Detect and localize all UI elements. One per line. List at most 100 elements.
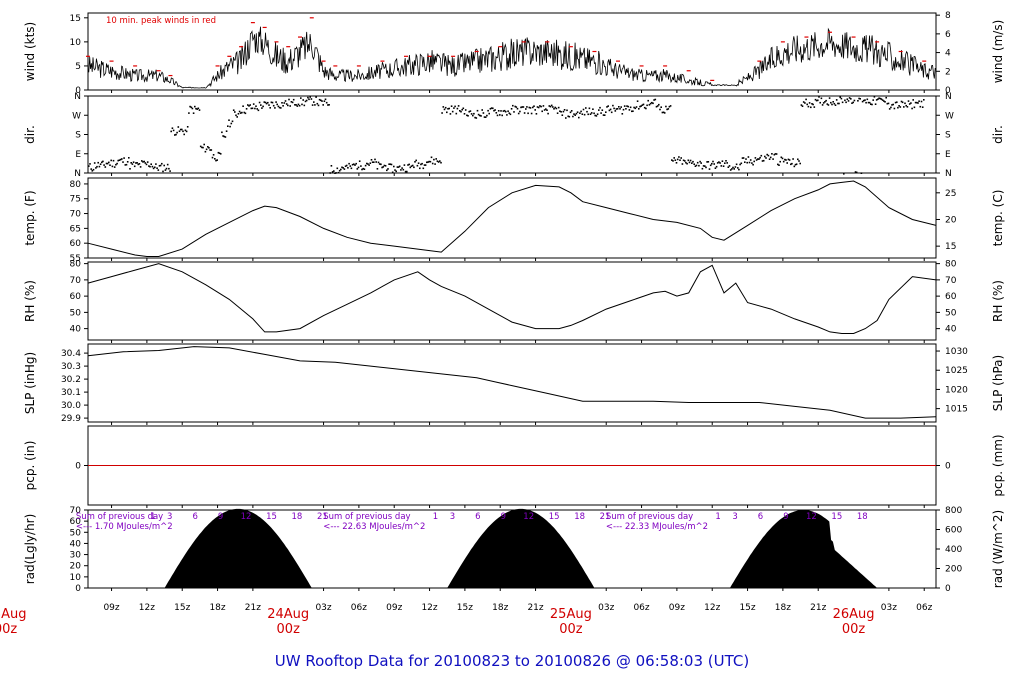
dir-point (629, 106, 632, 109)
dir-point (881, 99, 884, 101)
dir-point (406, 170, 408, 173)
dir-point (146, 161, 149, 163)
dir-point (610, 111, 613, 114)
dir-point (896, 101, 898, 103)
x-hour-label: 09z (669, 603, 685, 613)
dir-point (387, 168, 389, 170)
radiation-area-day (447, 508, 595, 588)
dir-point (827, 104, 830, 106)
dir-point (774, 153, 777, 155)
dir-point (202, 146, 204, 149)
x-date-label: 25Aug (550, 607, 592, 622)
x-date-hour-label: 00z (0, 622, 17, 637)
dir-point (447, 108, 449, 110)
local-hour-label: 12 (806, 512, 817, 522)
dir-point (905, 104, 907, 107)
dir-point (550, 104, 553, 107)
dir-point (779, 160, 781, 163)
dir-point (208, 147, 210, 149)
dir-point (427, 161, 429, 163)
dir-point (767, 154, 770, 157)
dir-point (371, 161, 374, 163)
dir-point (369, 162, 372, 164)
dir-point (737, 167, 739, 169)
dir-point (456, 107, 459, 110)
dir-point (343, 168, 346, 170)
dir-point (582, 108, 585, 111)
temp-f-label: 80 (70, 180, 82, 190)
dir-point (115, 163, 117, 166)
dir-point (265, 102, 268, 105)
dir-point (612, 104, 614, 107)
dir-point (672, 160, 674, 162)
dir-right-label: N (945, 169, 952, 179)
dir-point (885, 96, 887, 99)
dir-point (124, 164, 127, 166)
dir-point (775, 153, 778, 155)
dir-point (585, 107, 587, 109)
dir-point (814, 98, 817, 101)
dir-point (843, 173, 845, 175)
dir-point (553, 108, 555, 110)
dir-point (880, 98, 883, 100)
dir-point (126, 161, 129, 163)
dir-point (482, 112, 485, 114)
dir-point (583, 113, 586, 116)
dir-point (587, 113, 589, 116)
dir-point (798, 160, 800, 162)
dir-left-label: W (72, 111, 81, 121)
dir-point (914, 101, 917, 104)
dir-point (271, 101, 274, 104)
dir-point (785, 159, 787, 161)
dir-point (261, 107, 263, 109)
dir-point (364, 164, 367, 167)
dir-point (355, 162, 357, 165)
dir-point (514, 105, 516, 108)
dir-point (248, 105, 250, 107)
dir-point (676, 158, 679, 161)
dir-point (792, 158, 794, 160)
dir-point (772, 158, 774, 160)
dir-point (191, 107, 194, 110)
dir-point (904, 102, 906, 105)
wind-ms-label: 2 (945, 67, 951, 77)
dir-point (108, 161, 110, 164)
dir-point (526, 106, 528, 108)
dir-point (422, 167, 425, 170)
dir-point (402, 168, 405, 171)
dir-point (386, 169, 388, 172)
dir-point (230, 122, 233, 125)
dir-point (444, 106, 447, 109)
dir-point (817, 99, 819, 102)
dir-point (860, 172, 863, 174)
dir-point (608, 109, 611, 112)
dir-point (850, 98, 852, 100)
dir-point (616, 108, 619, 110)
dir-point (493, 109, 495, 112)
dir-point (592, 108, 594, 110)
dir-point (442, 106, 445, 108)
dir-point (593, 112, 595, 115)
dir-point (196, 108, 198, 110)
dir-point (871, 103, 873, 106)
dir-point (866, 98, 869, 101)
dir-point (199, 145, 202, 148)
dir-point (431, 162, 434, 165)
dir-point (362, 167, 364, 170)
dir-point (450, 105, 453, 107)
rh-right-label: 50 (945, 308, 957, 318)
dir-point (276, 103, 278, 106)
y-axis-label-right: SLP (hPa) (991, 355, 1005, 411)
dir-point (477, 113, 480, 116)
dir-point (366, 162, 368, 165)
dir-point (729, 169, 732, 171)
dir-point (358, 160, 361, 162)
dir-point (455, 112, 458, 115)
dir-point (219, 153, 222, 155)
dir-point (275, 101, 277, 103)
dir-point (250, 107, 253, 110)
dir-point (599, 106, 601, 109)
dir-point (784, 158, 786, 161)
dir-point (724, 162, 726, 164)
dir-point (215, 159, 217, 162)
